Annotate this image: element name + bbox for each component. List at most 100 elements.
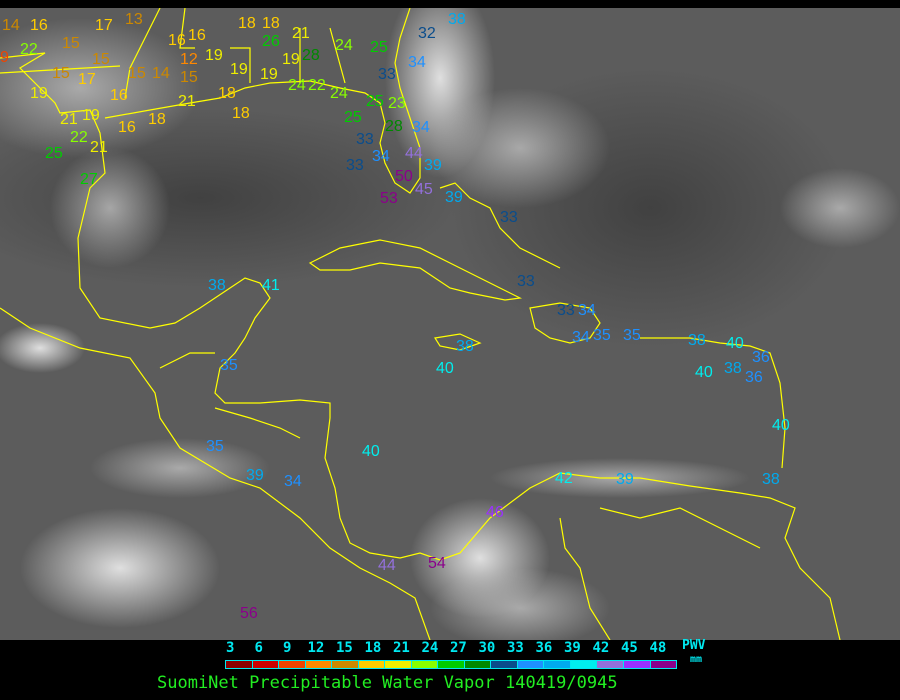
map-title: SuomiNet Precipitable Water Vapor 140419…	[157, 673, 618, 693]
station-pwv-label: 15	[128, 65, 146, 82]
station-pwv-label: 25	[370, 39, 388, 56]
station-pwv-label: 38	[724, 360, 742, 377]
legend-tick: 18	[364, 640, 382, 656]
station-pwv-label: 18	[148, 111, 166, 128]
legend-color-swatch	[491, 661, 518, 668]
station-pwv-label: 15	[92, 51, 110, 68]
legend-unit-mm: mm	[690, 654, 703, 665]
station-pwv-label: 19	[282, 51, 300, 68]
legend-tick: 45	[621, 640, 638, 656]
station-pwv-label: 13	[125, 11, 143, 28]
legend-tick: 3	[226, 640, 235, 656]
station-pwv-label: 40	[436, 360, 454, 377]
legend-colorbar	[225, 660, 677, 669]
station-pwv-label: 35	[593, 327, 611, 344]
station-pwv-label: 19	[260, 66, 278, 83]
legend-tick: 30	[478, 640, 496, 656]
station-pwv-label: 44	[405, 145, 423, 162]
station-pwv-label: 38	[208, 277, 226, 294]
station-pwv-label: 22	[308, 77, 326, 94]
station-pwv-label: 56	[240, 605, 258, 622]
station-pwv-label: 21	[60, 111, 78, 128]
legend-tick-labels: 3 6 9 12 15 18 21 24 27 30 33 36 39 42 45 48	[222, 640, 692, 656]
station-pwv-label: 34	[572, 329, 590, 346]
station-pwv-label: 17	[78, 71, 96, 88]
station-pwv-label: 36	[752, 349, 770, 366]
station-pwv-label: 24	[330, 85, 348, 102]
station-pwv-label: 34	[372, 148, 390, 165]
station-pwv-label: 25	[344, 109, 362, 126]
station-pwv-label: 16	[30, 17, 48, 34]
station-pwv-label: 35	[623, 327, 641, 344]
legend-color-swatch	[650, 661, 677, 668]
cloud-layer	[0, 8, 900, 640]
legend-color-swatch	[597, 661, 624, 668]
station-pwv-label: 40	[726, 335, 744, 352]
station-pwv-label: 28	[385, 118, 403, 135]
station-pwv-label: 23	[388, 95, 406, 112]
station-pwv-label: 26	[262, 33, 280, 50]
station-pwv-label: 38	[448, 11, 466, 28]
legend-tick: 12	[307, 640, 325, 656]
station-pwv-label: 34	[412, 119, 430, 136]
legend-tick: 6	[254, 640, 263, 656]
station-pwv-label: 38	[688, 332, 706, 349]
station-pwv-label: 18	[238, 15, 256, 32]
legend-color-swatch	[332, 661, 359, 668]
satellite-map: 14 16 17 13 22 9 15 15 15 17 15 14 12 15 16 16 19 19 19 16 2…	[0, 8, 900, 640]
station-pwv-label: 21	[178, 93, 196, 110]
legend-color-swatch	[358, 661, 386, 668]
legend-tick: 27	[450, 640, 467, 656]
station-pwv-label: 42	[555, 470, 573, 487]
station-pwv-label: 54	[428, 555, 446, 572]
legend-color-swatch	[570, 661, 598, 668]
station-pwv-label: 32	[418, 25, 436, 42]
station-pwv-label: 25	[45, 145, 63, 162]
station-pwv-label: 39	[246, 467, 264, 484]
station-pwv-label: 19	[205, 47, 223, 64]
station-pwv-label: 27	[80, 171, 98, 188]
station-pwv-label: 19	[82, 107, 100, 124]
station-pwv-label: 33	[557, 302, 575, 319]
station-pwv-label: 19	[30, 85, 48, 102]
legend-unit: PWV	[682, 638, 706, 653]
station-pwv-label: 18	[218, 85, 236, 102]
station-pwv-label: 16	[110, 87, 128, 104]
station-pwv-label: 22	[20, 41, 38, 58]
station-pwv-label: 14	[152, 65, 170, 82]
station-pwv-label: 46	[486, 504, 504, 521]
station-pwv-label: 15	[62, 35, 80, 52]
station-pwv-label: 28	[302, 47, 320, 64]
station-pwv-label: 16	[118, 119, 136, 136]
station-pwv-label: 12	[180, 51, 198, 68]
station-pwv-label: 38	[762, 471, 780, 488]
station-pwv-label: 41	[262, 277, 280, 294]
station-pwv-label: 22	[70, 129, 88, 146]
station-pwv-label: 44	[378, 557, 396, 574]
station-pwv-label: 45	[415, 181, 433, 198]
station-pwv-label: 40	[362, 443, 380, 460]
station-pwv-label: 25	[366, 93, 384, 110]
legend-tick: 21	[393, 640, 410, 656]
station-labels: 14 16 17 13 22 9 15 15 15 17 15 14 12 15 16 16 19 19 19 16 2…	[0, 8, 900, 640]
station-pwv-label: 53	[380, 190, 398, 207]
legend-tick: 15	[336, 640, 353, 656]
station-pwv-label: 15	[52, 65, 70, 82]
station-pwv-label: 34	[284, 473, 302, 490]
legend-color-swatch	[279, 661, 306, 668]
legend-color-swatch	[544, 661, 571, 668]
legend-color-swatch	[623, 661, 651, 668]
station-pwv-label: 9	[0, 49, 9, 66]
station-pwv-label: 21	[292, 25, 310, 42]
station-pwv-label: 21	[90, 139, 108, 156]
station-pwv-label: 16	[188, 27, 206, 44]
station-pwv-label: 18	[262, 15, 280, 32]
legend-color-swatch	[517, 661, 545, 668]
station-pwv-label: 24	[288, 77, 306, 94]
legend-tick: 48	[649, 640, 667, 656]
legend-color-swatch	[438, 661, 465, 668]
station-pwv-label: 34	[408, 54, 426, 71]
station-pwv-label: 33	[517, 273, 535, 290]
station-pwv-label: 40	[772, 417, 790, 434]
